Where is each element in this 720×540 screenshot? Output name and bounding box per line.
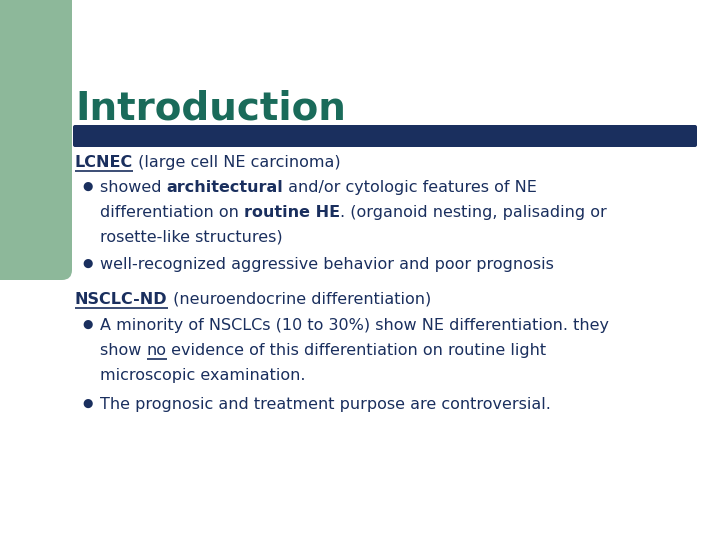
Text: ●: ● [82, 257, 92, 270]
Text: evidence of this differentiation on routine light: evidence of this differentiation on rout… [166, 343, 546, 358]
Text: The prognosic and treatment purpose are controversial.: The prognosic and treatment purpose are … [100, 397, 551, 412]
FancyBboxPatch shape [73, 125, 697, 147]
Text: (large cell NE carcinoma): (large cell NE carcinoma) [133, 155, 341, 170]
FancyBboxPatch shape [0, 0, 72, 280]
Text: differentiation on: differentiation on [100, 205, 244, 220]
Text: architectural: architectural [166, 180, 284, 195]
Text: . (organoid nesting, palisading or: . (organoid nesting, palisading or [340, 205, 607, 220]
Text: A minority of NSCLCs (10 to 30%) show NE differentiation. they: A minority of NSCLCs (10 to 30%) show NE… [100, 318, 609, 333]
Text: (neuroendocrine differentiation): (neuroendocrine differentiation) [168, 292, 431, 307]
Text: LCNEC: LCNEC [75, 155, 133, 170]
Text: show: show [100, 343, 146, 358]
Text: NSCLC-ND: NSCLC-ND [75, 292, 168, 307]
Text: and/or cytologic features of NE: and/or cytologic features of NE [284, 180, 537, 195]
Text: microscopic examination.: microscopic examination. [100, 368, 305, 383]
Text: rosette-like structures): rosette-like structures) [100, 230, 283, 245]
Text: showed: showed [100, 180, 166, 195]
Text: ●: ● [82, 318, 92, 331]
Text: ●: ● [82, 180, 92, 193]
Text: routine HE: routine HE [244, 205, 340, 220]
Text: ●: ● [82, 397, 92, 410]
Text: Introduction: Introduction [75, 90, 346, 128]
Text: well-recognized aggressive behavior and poor prognosis: well-recognized aggressive behavior and … [100, 257, 554, 272]
Text: no: no [146, 343, 166, 358]
